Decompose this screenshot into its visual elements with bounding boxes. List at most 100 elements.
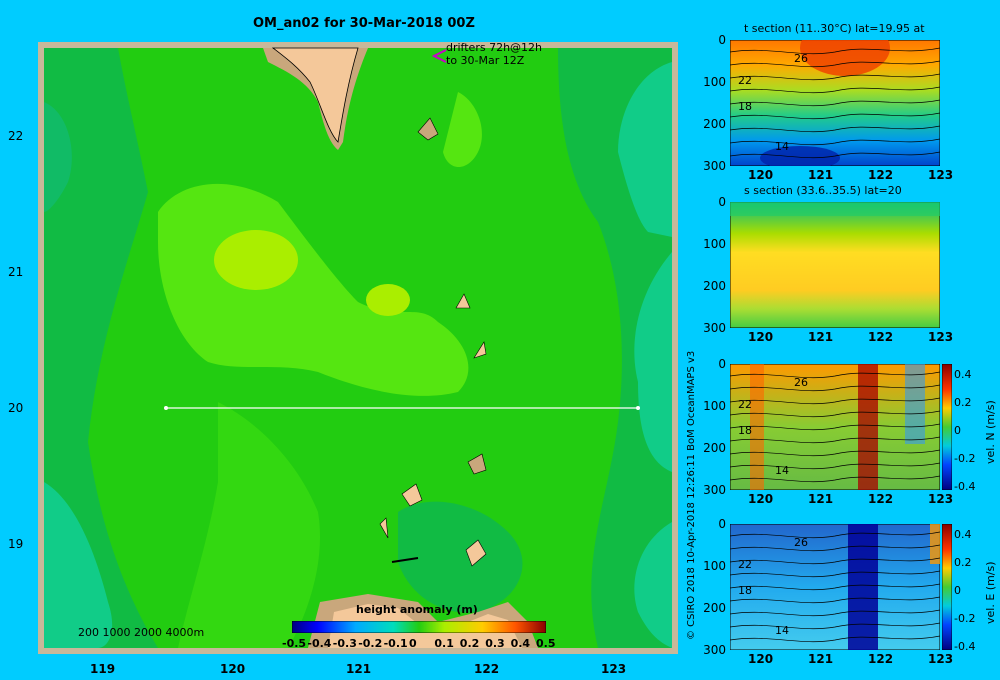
map-lon-tick: 120	[220, 662, 246, 676]
colorbar-tick: 0.4	[510, 637, 531, 650]
anomaly-core-1	[214, 230, 298, 290]
depth-tick: 100	[703, 75, 726, 89]
colorbar-tick: -0.3	[332, 637, 357, 650]
colorbar-tick: 0.1	[434, 637, 454, 650]
velocity-colorbar	[942, 524, 952, 650]
depth-tick: 300	[703, 321, 726, 335]
drifters-label-2: to 30-Mar 12Z	[446, 54, 525, 67]
colorbar-tick: 0.5	[536, 637, 556, 650]
map-lat-tick: 19	[8, 537, 24, 551]
velocity-tick: 0	[954, 584, 961, 597]
drifter-track	[391, 557, 419, 563]
section-lon-tick: 121	[808, 652, 834, 666]
velocity-tick: 0.4	[954, 528, 972, 541]
velocity-tick: -0.4	[954, 640, 976, 653]
depth-tick: 200	[703, 441, 726, 455]
colorbar-tick: 0	[409, 637, 417, 650]
depth-tick: 0	[718, 195, 726, 209]
drifters-label-1: drifters 72h@12h	[446, 41, 543, 54]
section-line-start	[164, 406, 168, 410]
section-line-end	[636, 406, 640, 410]
contour-label: 22	[738, 558, 752, 571]
drifter-arrow	[431, 49, 447, 63]
contour-label: 14	[775, 624, 789, 637]
colorbar-tick: 0.2	[459, 637, 480, 650]
depth-tick: 300	[703, 643, 726, 657]
velocity-colorbar	[942, 364, 952, 490]
colorbar-tick: 0.3	[485, 637, 505, 650]
velocity-tick: 0.4	[954, 368, 972, 381]
contour-label: 22	[738, 74, 752, 87]
contour-label: 18	[738, 584, 752, 597]
section-lon-tick: 123	[928, 330, 954, 344]
section-lon-tick: 123	[928, 168, 954, 182]
section-lon-tick: 123	[928, 652, 954, 666]
contour-label: 14	[775, 464, 789, 477]
colorbar-title: height anomaly (m)	[356, 603, 478, 616]
contour-label: 18	[738, 100, 752, 113]
island-6	[465, 539, 487, 567]
section-lon-tick: 121	[808, 492, 834, 506]
colorbar-tick: -0.4	[307, 637, 332, 650]
anomaly-eddy-dark	[398, 501, 523, 613]
island-5	[401, 483, 423, 507]
colorbar-tick: -0.5	[282, 637, 307, 650]
depth-tick: 100	[703, 399, 726, 413]
anomaly-band-teal-southwest	[44, 482, 113, 648]
section-plot-veln: 26 22 18 14	[730, 364, 940, 490]
colorbar-tick: -0.1	[383, 637, 408, 650]
contour-label: 26	[794, 52, 808, 65]
map-lat-tick: 22	[8, 129, 24, 143]
map-lat-tick: 20	[8, 401, 24, 415]
section-lon-tick: 120	[748, 492, 774, 506]
anomaly-band-light-south	[178, 402, 321, 648]
land-taiwan-south-core	[271, 47, 359, 143]
island-1	[417, 117, 439, 141]
velocity-tick: -0.2	[954, 452, 976, 465]
island-2	[455, 293, 471, 309]
map-title: OM_an02 for 30-Mar-2018 00Z	[253, 16, 475, 31]
section-plot-temp: 26 22 18 14	[730, 40, 940, 166]
anomaly-band-light-north	[443, 92, 482, 167]
island-3	[473, 341, 487, 359]
anomaly-band-teal-west	[44, 102, 72, 212]
section-title: t section (11..30°C) lat=19.95 at	[744, 22, 925, 35]
depth-tick: 100	[703, 237, 726, 251]
section-lon-tick: 122	[868, 652, 894, 666]
velocity-tick: 0	[954, 424, 961, 437]
contour-label: 26	[794, 536, 808, 549]
section-lon-tick: 122	[868, 330, 894, 344]
island-4	[467, 453, 487, 475]
map-lon-tick: 121	[346, 662, 372, 676]
anomaly-band-teal-southeast	[634, 522, 672, 648]
section-lon-tick: 120	[748, 330, 774, 344]
anomaly-band-teal-east	[618, 62, 672, 237]
contour-label: 18	[738, 424, 752, 437]
map-lat-tick: 21	[8, 265, 24, 279]
anomaly-core-2	[366, 284, 410, 316]
velocity-tick: 0.2	[954, 396, 972, 409]
island-7	[379, 517, 389, 539]
depth-tick: 100	[703, 559, 726, 573]
map-lon-tick: 122	[474, 662, 500, 676]
depth-tick: 200	[703, 601, 726, 615]
section-lon-tick: 122	[868, 492, 894, 506]
depth-tick: 200	[703, 117, 726, 131]
anomaly-band-dark-west	[44, 48, 158, 648]
section-lon-tick: 120	[748, 652, 774, 666]
section-lon-tick: 121	[808, 330, 834, 344]
depth-tick: 0	[718, 33, 726, 47]
colorbar-tick: -0.2	[358, 637, 383, 650]
velocity-label: vel. N (m/s)	[984, 400, 997, 464]
section-lon-tick: 121	[808, 168, 834, 182]
contour-label: 14	[775, 140, 789, 153]
section-plot-salt	[730, 202, 940, 328]
depth-tick: 200	[703, 279, 726, 293]
velocity-tick: -0.2	[954, 612, 976, 625]
colorbar	[292, 621, 546, 633]
velocity-tick: 0.2	[954, 556, 972, 569]
section-lon-tick: 120	[748, 168, 774, 182]
map-lon-tick: 119	[90, 662, 116, 676]
section-plot-vele: 26 22 18 14	[730, 524, 940, 650]
height-anomaly-map	[38, 42, 678, 654]
